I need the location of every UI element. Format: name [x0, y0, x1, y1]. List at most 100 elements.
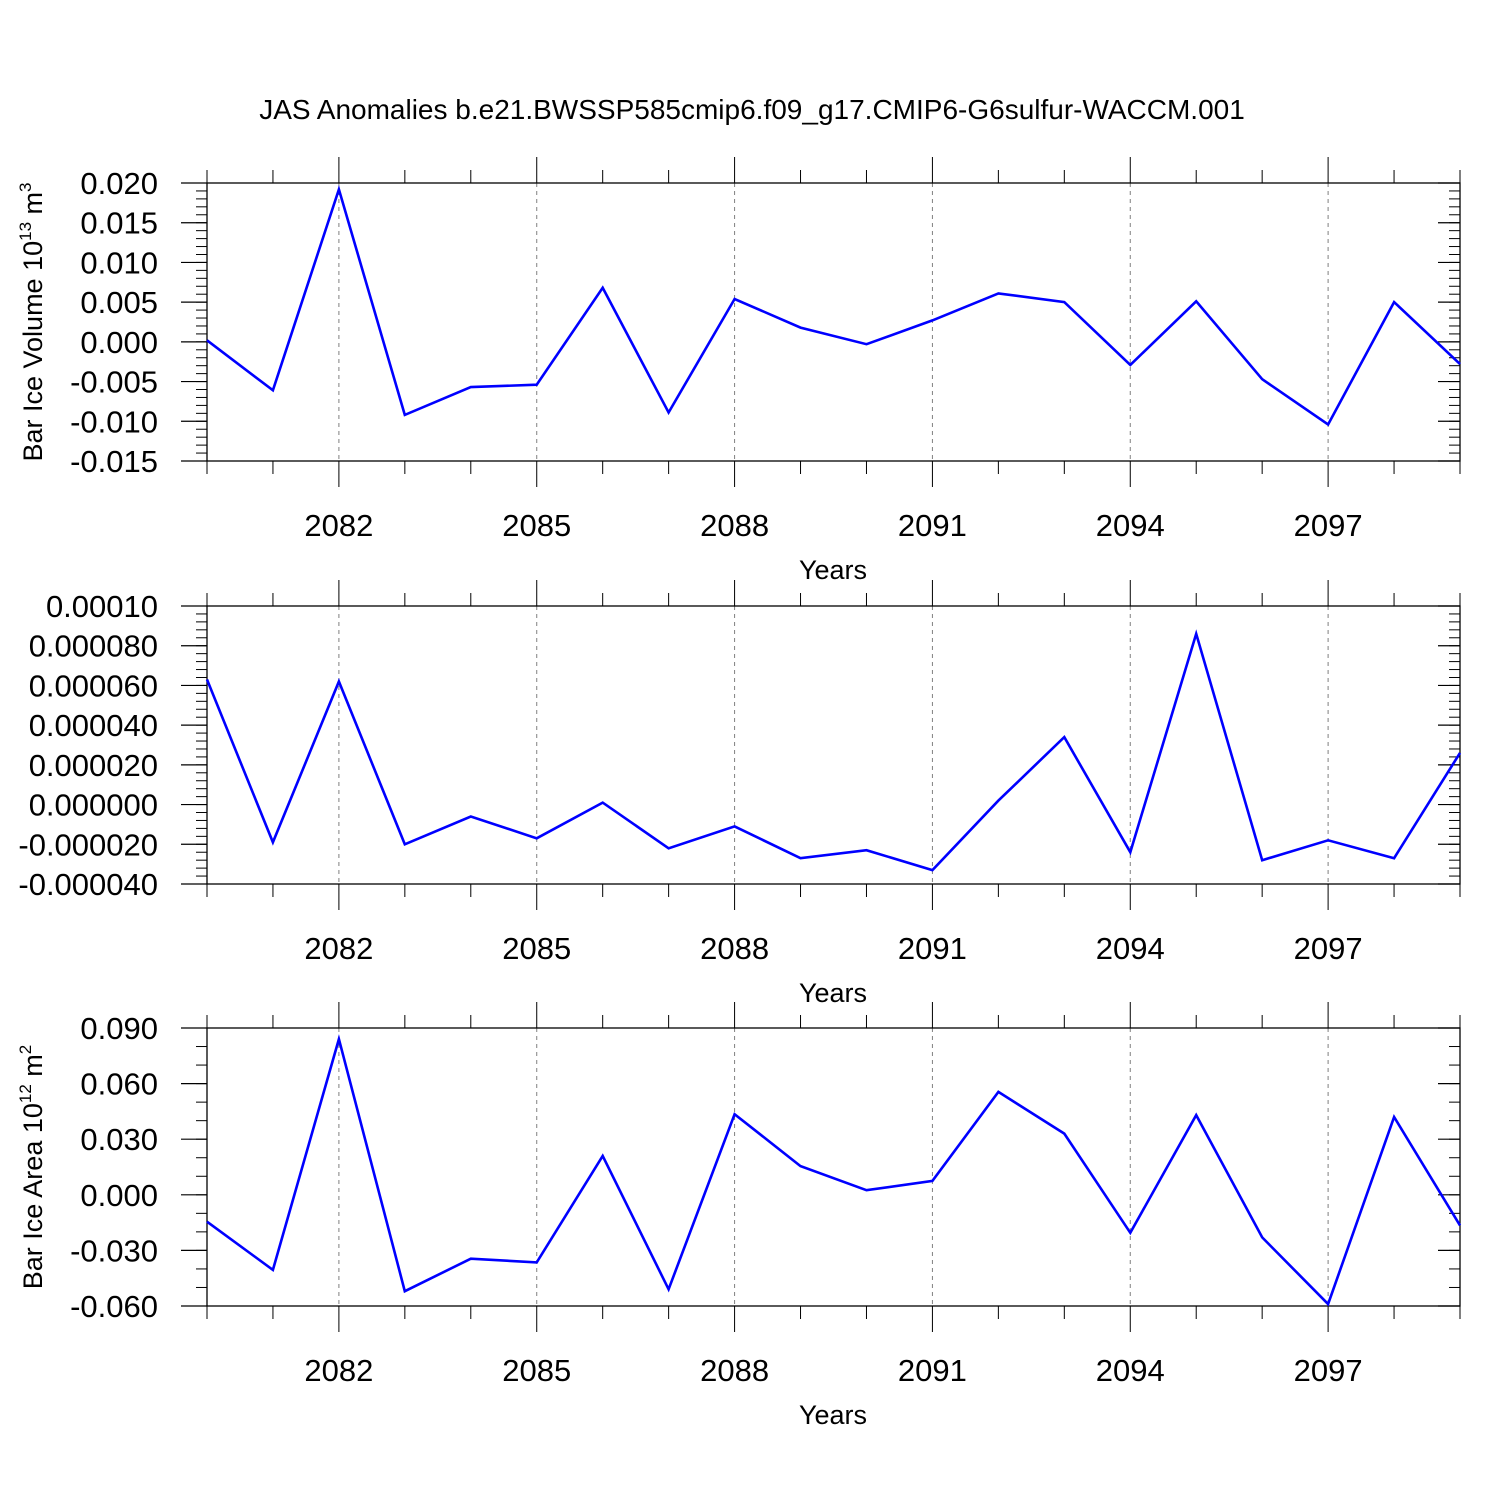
data-point — [733, 1112, 737, 1116]
figure-title: JAS Anomalies b.e21.BWSSP585cmip6.f09_g1… — [259, 94, 1245, 125]
chart-panel-1: -0.015 -0.010 -0.005 0.000 0.005 0.010 0.015 0.… — [16, 157, 1462, 585]
x-tick-label: 2088 — [700, 931, 769, 966]
chart-panel-3: -0.060 -0.030 0.000 0.030 0.060 0.090 2082 2085… — [16, 1002, 1462, 1430]
data-point — [1128, 363, 1132, 367]
data-point — [1194, 632, 1198, 636]
y-tick-label: -0.000020 — [18, 827, 158, 862]
x-tick-label: 2082 — [304, 931, 373, 966]
data-point — [403, 413, 407, 417]
y-tick-label: -0.015 — [70, 444, 158, 479]
data-point — [1326, 1302, 1330, 1306]
data-point — [799, 856, 803, 860]
data-point — [864, 342, 868, 346]
data-point — [1458, 751, 1462, 755]
y-tick-label: -0.000040 — [18, 867, 158, 902]
data-point — [469, 814, 473, 818]
data-point — [1326, 838, 1330, 842]
data-point — [799, 326, 803, 330]
data-point — [864, 1188, 868, 1192]
x-tick-label: 2097 — [1294, 1353, 1363, 1388]
data-point — [1194, 1113, 1198, 1117]
x-tick-label: 2085 — [502, 931, 571, 966]
y-tick-label: 0.000 — [80, 1178, 158, 1213]
data-point — [271, 1268, 275, 1272]
data-point — [1260, 377, 1264, 381]
y-tick-label: -0.030 — [70, 1233, 158, 1268]
data-point — [1194, 299, 1198, 303]
data-point — [799, 1164, 803, 1168]
data-point — [1062, 1132, 1066, 1136]
x-tick-label: 2082 — [304, 1353, 373, 1388]
data-point — [403, 842, 407, 846]
y-tick-label: -0.060 — [70, 1289, 158, 1324]
plot-frame — [206, 605, 1461, 885]
data-point — [205, 338, 209, 342]
y-tick-label: 0.030 — [80, 1122, 158, 1157]
data-point — [733, 824, 737, 828]
y-tick-label: 0.00010 — [46, 589, 158, 624]
data-point — [930, 318, 934, 322]
x-tick-label: 2085 — [502, 1353, 571, 1388]
y-axis-label: Bar Ice Volume 1013 m3 — [16, 182, 48, 461]
y-tick-label: -0.005 — [70, 365, 158, 400]
data-point — [1260, 858, 1264, 862]
data-point — [337, 1037, 341, 1041]
y-tick-label: 0.000000 — [29, 788, 158, 823]
data-point — [469, 385, 473, 389]
x-tick-label: 2097 — [1294, 508, 1363, 543]
x-tick-label: 2091 — [898, 931, 967, 966]
x-tick-label: 2082 — [304, 508, 373, 543]
data-point — [337, 187, 341, 191]
x-axis-label: Years — [799, 1400, 867, 1430]
data-point — [535, 1260, 539, 1264]
x-axis-label: Years — [799, 555, 867, 585]
data-point — [733, 297, 737, 301]
data-point — [1062, 300, 1066, 304]
data-point — [601, 801, 605, 805]
data-point — [864, 848, 868, 852]
data-point — [337, 679, 341, 683]
data-point — [271, 840, 275, 844]
x-axis-label: Years — [799, 978, 867, 1008]
data-point — [271, 388, 275, 392]
data-point — [205, 1220, 209, 1224]
data-point — [403, 1289, 407, 1293]
y-tick-label: 0.015 — [80, 206, 158, 241]
y-tick-label: 0.000040 — [29, 708, 158, 743]
x-tick-label: 2088 — [700, 508, 769, 543]
plot-frame — [206, 182, 1461, 462]
x-tick-label: 2091 — [898, 508, 967, 543]
data-point — [996, 1090, 1000, 1094]
data-point — [1392, 856, 1396, 860]
y-tick-label: -0.010 — [70, 404, 158, 439]
series-line — [205, 629, 1462, 872]
data-point — [535, 383, 539, 387]
data-point — [1458, 362, 1462, 366]
data-point — [1260, 1235, 1264, 1239]
data-point — [1062, 735, 1066, 739]
x-tick-label: 2094 — [1096, 1353, 1165, 1388]
data-point — [1128, 1231, 1132, 1235]
data-point — [1326, 422, 1330, 426]
y-tick-label: 0.020 — [80, 166, 158, 201]
data-point — [1392, 1115, 1396, 1119]
data-point — [535, 836, 539, 840]
data-point — [1392, 300, 1396, 304]
data-point — [469, 1257, 473, 1261]
y-tick-label: 0.005 — [80, 285, 158, 320]
data-point — [1458, 1223, 1462, 1227]
y-axis-label: Bar Ice Area 1012 m2 — [16, 1045, 48, 1290]
data-point — [667, 1287, 671, 1291]
data-point — [996, 291, 1000, 295]
x-tick-label: 2094 — [1096, 931, 1165, 966]
data-point — [930, 868, 934, 872]
data-point — [205, 677, 209, 681]
data-point — [667, 411, 671, 415]
data-point — [601, 1154, 605, 1158]
y-tick-label: 0.000080 — [29, 629, 158, 664]
x-tick-label: 2094 — [1096, 508, 1165, 543]
data-point — [667, 846, 671, 850]
chart-panel-2: -0.000040 -0.000020 0.000000 0.000020 0.0000… — [18, 580, 1462, 1008]
